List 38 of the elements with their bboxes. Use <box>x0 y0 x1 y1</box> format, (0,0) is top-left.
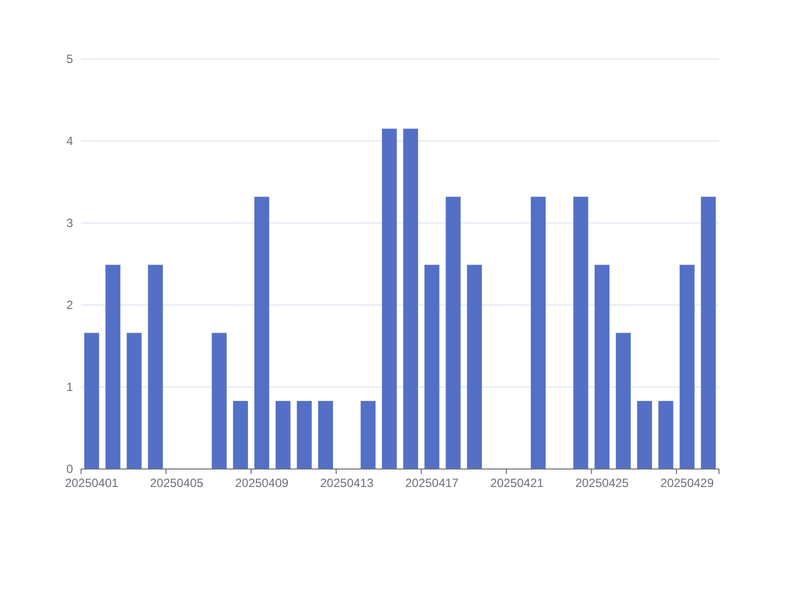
bar <box>296 400 312 469</box>
bar <box>403 128 418 469</box>
bar <box>658 400 674 469</box>
x-tick-label: 20250405 <box>150 476 204 490</box>
bar <box>680 264 695 469</box>
y-tick-label: 0 <box>66 462 74 476</box>
bar <box>530 196 546 469</box>
x-tick-label: 20250413 <box>320 476 374 490</box>
bar <box>594 264 610 469</box>
bar <box>318 400 334 469</box>
x-tick-label: 20250421 <box>490 476 544 490</box>
x-tick-label: 20250401 <box>64 476 119 490</box>
bar <box>446 196 461 469</box>
bar <box>382 128 397 469</box>
bar <box>700 196 716 469</box>
x-tick-label: 20250429 <box>660 476 714 490</box>
y-tick-label: 4 <box>66 134 74 148</box>
bar <box>84 332 100 469</box>
bar <box>254 196 270 469</box>
bar <box>424 264 440 469</box>
bar <box>126 332 142 469</box>
y-tick-label: 3 <box>66 216 74 230</box>
bar <box>360 400 376 469</box>
bar <box>573 196 588 469</box>
y-tick-label: 2 <box>66 298 74 312</box>
y-tick-label: 5 <box>66 52 74 66</box>
bar <box>616 332 631 469</box>
x-tick-label: 20250417 <box>405 476 459 490</box>
bar <box>212 332 227 469</box>
bar <box>466 264 482 469</box>
bar <box>637 400 652 469</box>
bar <box>276 400 290 469</box>
bar <box>233 400 248 469</box>
x-tick-label: 20250425 <box>575 476 630 490</box>
bar <box>148 264 163 469</box>
y-tick-label: 1 <box>66 380 74 394</box>
x-tick-label: 20250409 <box>235 476 289 490</box>
bar <box>105 264 120 469</box>
